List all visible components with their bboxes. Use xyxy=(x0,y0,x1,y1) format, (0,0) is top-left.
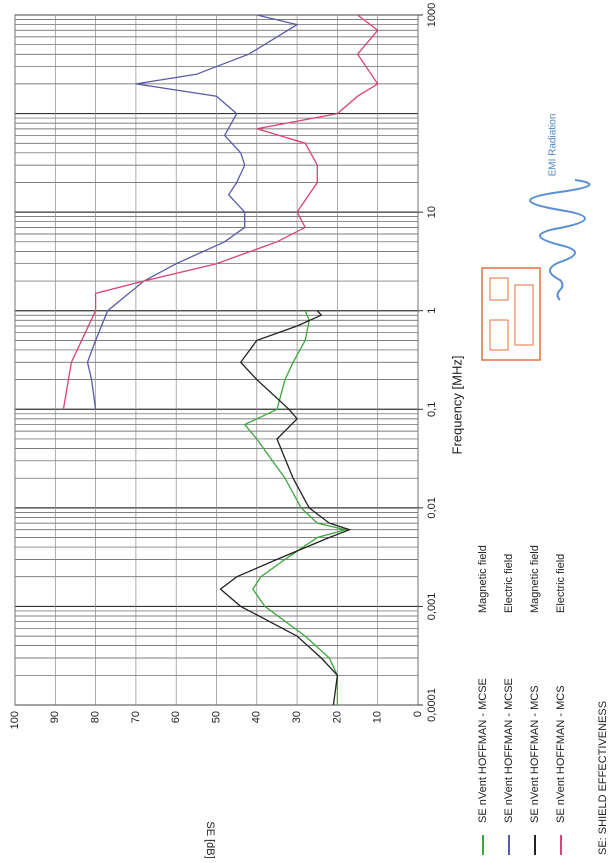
y-tick-label: 0 xyxy=(412,711,424,717)
device-icon xyxy=(514,284,534,346)
legend-field: Magnetic field xyxy=(477,545,489,613)
x-axis-label: Frequency [MHz] xyxy=(449,356,464,455)
y-tick-label: 70 xyxy=(130,711,142,723)
x-tick-label: 10 xyxy=(426,206,438,218)
y-tick-label: 20 xyxy=(331,711,343,723)
device-icon xyxy=(481,267,541,361)
y-tick-label: 40 xyxy=(251,711,263,723)
plot-area: 0 10 20 30 40 50 60 70 80 90 100 0,0001 0,001 0,01 0,1… xyxy=(9,3,609,859)
series-line xyxy=(219,310,352,706)
legend-field: Magnetic field xyxy=(529,545,541,613)
x-tick-label: 1 xyxy=(426,308,438,314)
legend-field: Electric field xyxy=(555,554,567,613)
device-icon xyxy=(489,319,509,351)
x-tick-label: 1000 xyxy=(426,3,438,27)
y-axis-label: SE [dB] xyxy=(204,821,216,858)
legend-label: SE nVent HOFFMAN - MCS xyxy=(529,685,541,823)
y-tick-label: 30 xyxy=(291,711,303,723)
note: SE: SHIELD EFFECTIVENESS xyxy=(597,701,609,855)
x-tick-label: 0,001 xyxy=(426,593,438,621)
series-line xyxy=(62,14,379,410)
series-line xyxy=(86,14,299,410)
legend-label: SE nVent HOFFMAN - MCS xyxy=(555,685,567,823)
wave-icon xyxy=(529,179,591,301)
y-tick-label: 60 xyxy=(170,711,182,723)
y-tick-label: 50 xyxy=(210,711,222,723)
x-tick-label: 0,0001 xyxy=(426,688,438,722)
x-tick-label: 0,1 xyxy=(426,402,438,417)
series-line xyxy=(243,310,346,705)
emi-illustration: EMI Radiation xyxy=(481,114,591,361)
y-tick-label: 90 xyxy=(49,711,61,723)
y-tick-label: 80 xyxy=(90,711,102,723)
y-tick-label: 100 xyxy=(9,711,21,729)
x-tick-label: 0,01 xyxy=(426,497,438,518)
legend-label: SE nVent HOFFMAN - MCSE xyxy=(477,678,489,823)
legend-label: SE nVent HOFFMAN - MCSE xyxy=(503,678,515,823)
device-icon xyxy=(489,277,509,301)
legend-field: Electric field xyxy=(503,554,515,613)
annotation: EMI Radiation xyxy=(548,114,559,177)
y-tick-label: 10 xyxy=(372,711,384,723)
